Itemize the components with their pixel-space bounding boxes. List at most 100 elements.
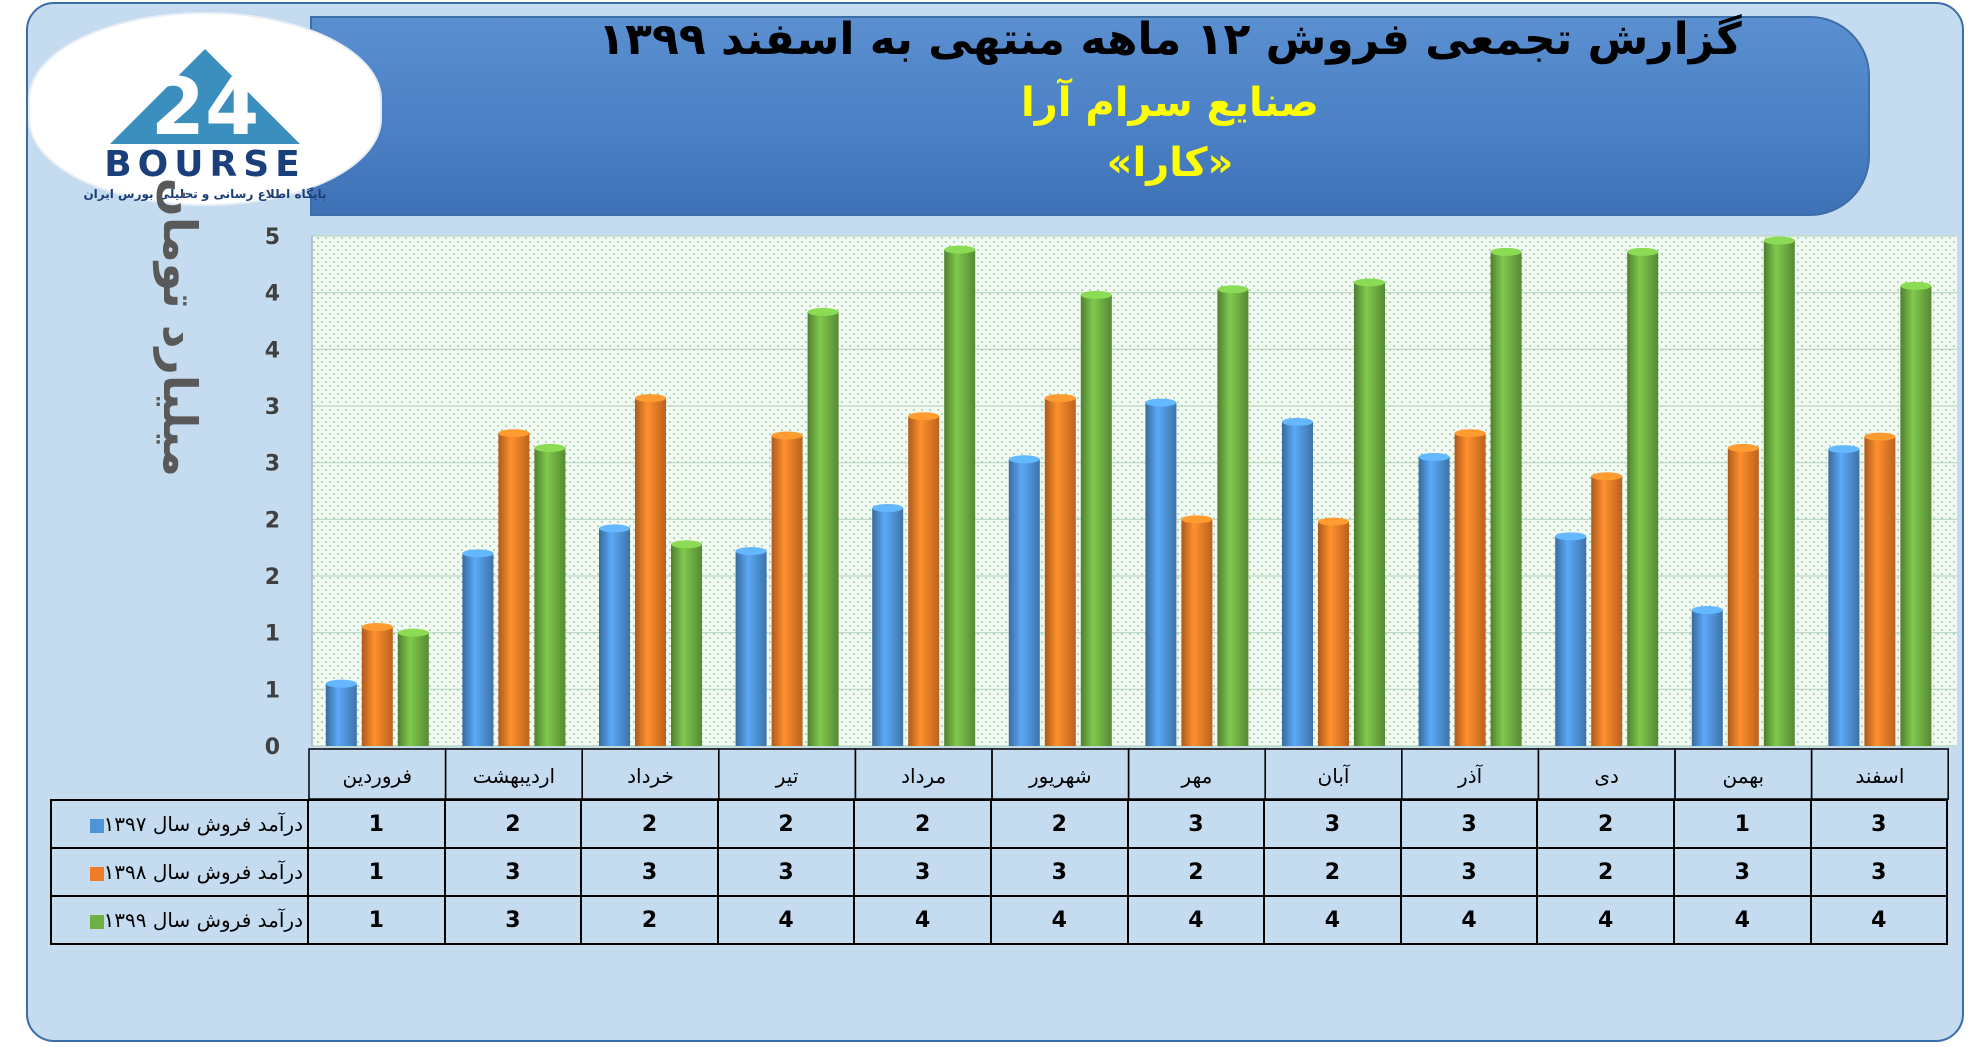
bar xyxy=(771,431,803,746)
bar xyxy=(1727,443,1759,746)
data-label: 2 xyxy=(1536,799,1675,849)
data-label: 2 xyxy=(1536,847,1675,897)
data-label: 3 xyxy=(443,847,583,897)
data-label: 3 xyxy=(1126,799,1266,849)
y-tick-label: 3 xyxy=(265,395,280,420)
data-label: 4 xyxy=(1126,895,1266,945)
data-label: 1 xyxy=(307,847,446,897)
data-label: 2 xyxy=(580,895,719,945)
bar xyxy=(1591,472,1623,746)
bar xyxy=(908,412,940,746)
legend-label: درآمد فروش سال ۱۳۹۷ xyxy=(103,812,303,836)
bar xyxy=(735,547,767,746)
bar xyxy=(1763,236,1795,747)
series-row: درآمد فروش سال ۱۳۹۸ 1 3 3 3 3 3 2 2 3 2 3 3 xyxy=(50,847,1949,897)
bar xyxy=(397,628,429,746)
bar xyxy=(1217,285,1249,746)
y-tick-label: 1 xyxy=(265,678,280,703)
data-label: 3 xyxy=(1809,847,1949,897)
bar xyxy=(1418,453,1450,746)
data-label: 4 xyxy=(1672,895,1812,945)
bar xyxy=(462,549,494,746)
data-label: 3 xyxy=(580,847,719,897)
y-tick-label: 5 xyxy=(265,225,280,250)
legend-entry: درآمد فروش سال ۱۳۹۷ xyxy=(50,799,309,849)
x-tick-label: تیر xyxy=(775,764,799,788)
bar xyxy=(1627,247,1659,746)
bar xyxy=(1691,606,1723,746)
bar xyxy=(1181,515,1213,746)
data-label: 3 xyxy=(1399,799,1539,849)
bar xyxy=(1318,517,1349,746)
legend-key xyxy=(89,818,104,833)
data-label: 3 xyxy=(443,895,583,945)
data-label: 2 xyxy=(1263,847,1402,897)
logo-wordmark: BOURSE xyxy=(104,144,306,185)
bar xyxy=(599,524,630,746)
series-row: درآمد فروش سال ۱۳۹۹ 1 3 2 4 4 4 4 4 4 4 4 4 xyxy=(50,895,1949,945)
bar xyxy=(1008,455,1040,746)
y-tick-label: 0 xyxy=(265,735,280,760)
data-label: 3 xyxy=(989,847,1129,897)
legend-label: درآمد فروش سال ۱۳۹۸ xyxy=(103,860,303,884)
logo-numeral: 24 xyxy=(151,63,260,153)
bar xyxy=(1454,429,1486,746)
bar xyxy=(325,679,357,746)
bar xyxy=(1354,278,1385,746)
y-tick-label: 1 xyxy=(265,622,280,647)
bar xyxy=(1555,532,1587,746)
y-tick-label: 4 xyxy=(265,282,280,307)
legend-key xyxy=(89,866,104,881)
data-table: درآمد فروش سال ۱۳۹۷ 1 2 2 2 2 2 3 3 3 2 1 3 درآمد فرو… xyxy=(50,799,1949,945)
data-label: 4 xyxy=(1263,895,1402,945)
bar xyxy=(872,504,904,746)
data-label: 4 xyxy=(853,895,992,945)
bar xyxy=(1864,432,1896,746)
bar xyxy=(1828,445,1860,746)
data-label: 1 xyxy=(307,895,446,945)
ticker-symbol: «کارا» xyxy=(1106,140,1234,186)
x-tick-label: بهمن xyxy=(1723,764,1765,788)
x-tick-label: آبان xyxy=(1318,763,1351,788)
data-label: 3 xyxy=(1672,847,1812,897)
data-label: 2 xyxy=(580,799,719,849)
bar xyxy=(1900,281,1932,746)
header-banner xyxy=(310,16,1870,216)
data-label: 4 xyxy=(1536,895,1675,945)
bar xyxy=(1145,398,1177,746)
data-label: 4 xyxy=(1809,895,1949,945)
data-label: 2 xyxy=(443,799,583,849)
plot-background xyxy=(312,236,1957,746)
y-tick-label: 4 xyxy=(265,338,280,363)
legend-key xyxy=(89,914,104,929)
y-tick-label: 2 xyxy=(265,508,280,533)
series-row: درآمد فروش سال ۱۳۹۷ 1 2 2 2 2 2 3 3 3 2 1 3 xyxy=(50,799,1949,849)
data-label: 1 xyxy=(1672,799,1812,849)
legend-entry: درآمد فروش سال ۱۳۹۹ xyxy=(50,895,309,945)
data-label: 4 xyxy=(716,895,856,945)
month-cell xyxy=(1810,748,1949,800)
data-label: 1 xyxy=(307,799,446,849)
data-label: 2 xyxy=(989,799,1129,849)
bar xyxy=(1044,394,1076,746)
x-tick-label: اردیبهشت xyxy=(473,764,555,788)
data-label: 3 xyxy=(1809,799,1949,849)
x-tick-label: مرداد xyxy=(901,764,946,788)
bourse24-logo: 24 BOURSE پایگاه اطلاع رسانی و تحلیلی بو… xyxy=(30,14,380,204)
y-tick-label: 3 xyxy=(265,452,280,477)
x-tick-label: مهر xyxy=(1180,764,1212,788)
legend-label: درآمد فروش سال ۱۳۹۹ xyxy=(103,908,303,932)
bar xyxy=(671,540,702,746)
bar xyxy=(1282,417,1313,746)
x-tick-label: خرداد xyxy=(627,764,674,788)
data-label: 3 xyxy=(853,847,992,897)
data-label: 2 xyxy=(716,799,856,849)
data-label: 3 xyxy=(1399,847,1539,897)
logo-triangle xyxy=(110,49,300,144)
data-label: 2 xyxy=(853,799,992,849)
logo-tagline: پایگاه اطلاع رسانی و تحلیلی بورس ایران xyxy=(83,187,326,202)
data-label: 4 xyxy=(1399,895,1539,945)
y-tick-label: 2 xyxy=(265,565,280,590)
company-name: صنایع سرام آرا xyxy=(1021,80,1319,126)
